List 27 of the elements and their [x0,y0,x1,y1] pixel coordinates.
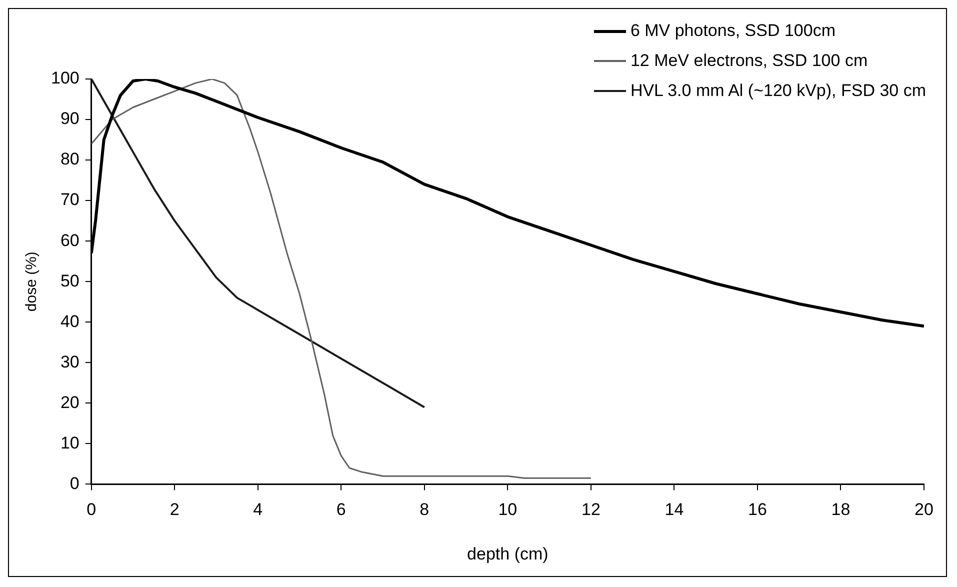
y-tick-label: 0 [70,474,80,493]
x-tick-label: 6 [336,500,346,520]
x-tick-label: 14 [664,500,684,520]
x-tick-label: 2 [170,500,180,520]
x-tick-label: 0 [86,500,96,520]
y-tick-label: 40 [60,312,80,331]
y-axis-title: dose (%) [23,252,40,312]
x-tick-label: 20 [914,500,934,520]
y-tick-label: 60 [60,230,80,250]
legend-label: 6 MV photons, SSD 100cm [630,21,836,41]
x-tick-label: 4 [253,500,263,520]
y-tick-label: 10 [60,433,80,452]
y-tick-label: 70 [60,190,80,210]
x-tick-label: 12 [581,500,600,520]
x-axis-title: depth (cm) [467,544,548,564]
y-tick-label: 30 [60,352,80,372]
y-tick-label: 100 [50,68,80,88]
x-tick-label: 16 [748,500,767,520]
x-tick-label: 18 [831,500,850,520]
y-tick-label: 20 [60,392,80,412]
x-tick-label: 8 [420,500,430,520]
legend-label: HVL 3.0 mm Al (~120 kVp), FSD 30 cm [630,81,926,101]
y-tick-label: 50 [60,271,80,290]
legend-label: 12 MeV electrons, SSD 100 cm [630,51,868,71]
y-tick-label: 80 [60,150,80,169]
y-tick-label: 90 [60,109,80,128]
x-tick-label: 10 [498,500,518,520]
